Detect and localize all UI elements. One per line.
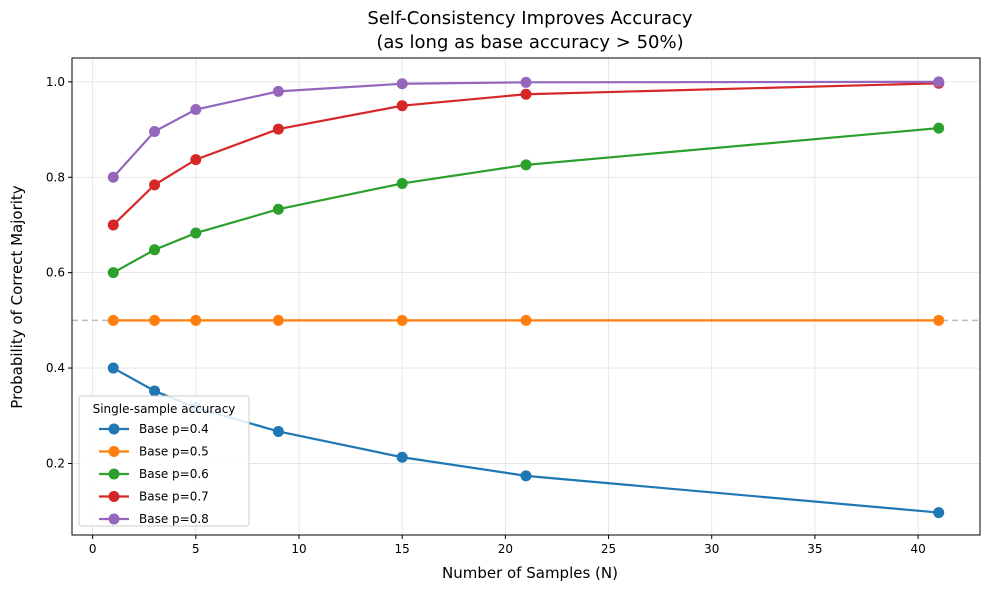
x-axis-label: Number of Samples (N) bbox=[442, 564, 618, 582]
x-tick-label: 0 bbox=[89, 542, 97, 556]
y-tick-label: 0.8 bbox=[46, 170, 65, 184]
series-base-p-0-6 bbox=[107, 122, 945, 279]
data-point bbox=[272, 85, 284, 97]
y-tick-label: 0.6 bbox=[46, 266, 65, 280]
legend-swatch-marker bbox=[108, 513, 120, 525]
data-point bbox=[520, 470, 532, 482]
data-point bbox=[107, 267, 119, 279]
legend-label: Base p=0.7 bbox=[139, 490, 209, 504]
x-tick-label: 30 bbox=[704, 542, 719, 556]
y-axis-label: Probability of Correct Majority bbox=[8, 185, 26, 408]
data-point bbox=[107, 362, 119, 374]
legend-item: Base p=0.6 bbox=[99, 467, 209, 481]
x-tick-label: 35 bbox=[807, 542, 822, 556]
data-point bbox=[149, 125, 161, 137]
plot-frame bbox=[71, 57, 981, 536]
data-point bbox=[396, 78, 408, 90]
data-point bbox=[272, 203, 284, 215]
legend-swatch-marker bbox=[108, 423, 120, 435]
legend-items: Base p=0.4 Base p=0.5 Base p=0.6 Base p=0.7… bbox=[99, 422, 209, 526]
legend-swatch-marker bbox=[108, 446, 120, 457]
data-point bbox=[933, 122, 945, 134]
x-tick-label: 10 bbox=[291, 542, 306, 556]
legend-label: Base p=0.4 bbox=[139, 422, 209, 436]
data-point bbox=[396, 451, 408, 463]
legend-item: Base p=0.7 bbox=[99, 490, 209, 504]
chart-title: Self-Consistency Improves Accuracy bbox=[367, 8, 693, 29]
data-point bbox=[190, 227, 202, 239]
data-point bbox=[520, 76, 532, 88]
legend-swatch-marker bbox=[108, 491, 120, 502]
data-point bbox=[107, 314, 119, 326]
data-point bbox=[149, 179, 161, 191]
x-axis-ticks: 0 5 10 15 20 25 30 35 40 bbox=[89, 535, 926, 556]
data-point bbox=[520, 88, 532, 100]
data-point bbox=[190, 314, 202, 326]
legend-label: Base p=0.5 bbox=[139, 445, 209, 459]
data-point bbox=[272, 425, 284, 437]
y-tick-label: 0.2 bbox=[46, 456, 65, 470]
data-point bbox=[107, 219, 119, 231]
series-layer bbox=[107, 76, 945, 519]
y-tick-label: 0.4 bbox=[46, 361, 65, 375]
data-point bbox=[520, 159, 532, 171]
legend-swatch-marker bbox=[108, 468, 120, 480]
series-base-p-0-5 bbox=[107, 314, 945, 326]
legend-title: Single-sample accuracy bbox=[93, 402, 236, 416]
x-tick-label: 40 bbox=[910, 542, 925, 556]
data-point bbox=[149, 314, 161, 326]
legend-item: Base p=0.8 bbox=[99, 512, 209, 526]
y-tick-label: 1.0 bbox=[46, 75, 65, 89]
x-tick-label: 20 bbox=[498, 542, 513, 556]
legend-label: Base p=0.8 bbox=[139, 512, 209, 526]
data-point bbox=[190, 104, 202, 116]
x-tick-label: 5 bbox=[192, 542, 200, 556]
data-point bbox=[107, 171, 119, 183]
data-point bbox=[396, 177, 408, 189]
data-point bbox=[933, 76, 945, 88]
legend-item: Base p=0.4 bbox=[99, 422, 209, 436]
data-point bbox=[933, 314, 945, 326]
legend-label: Base p=0.6 bbox=[139, 467, 209, 481]
data-point bbox=[149, 244, 161, 256]
data-point bbox=[149, 385, 161, 397]
series-base-p-0-4 bbox=[107, 362, 945, 519]
y-axis-ticks: 0.2 0.4 0.6 0.8 1.0 bbox=[46, 75, 72, 470]
data-point bbox=[396, 100, 408, 112]
chart-subtitle: (as long as base accuracy > 50%) bbox=[376, 32, 683, 53]
data-point bbox=[272, 314, 284, 326]
data-point bbox=[933, 507, 945, 519]
series-base-p-0-8 bbox=[107, 76, 945, 183]
x-tick-label: 15 bbox=[395, 542, 410, 556]
data-point bbox=[520, 314, 532, 326]
x-tick-label: 25 bbox=[601, 542, 616, 556]
data-point bbox=[272, 123, 284, 135]
data-point bbox=[190, 154, 202, 166]
data-point bbox=[396, 314, 408, 326]
legend-item: Base p=0.5 bbox=[99, 445, 209, 459]
